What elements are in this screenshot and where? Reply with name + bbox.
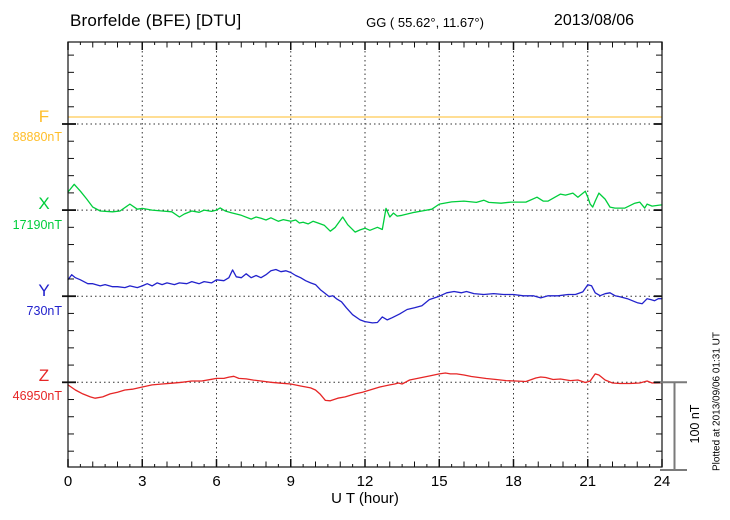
trace-x [67, 183, 663, 233]
trace-y [67, 268, 663, 324]
trace-z [67, 372, 663, 402]
channel-baseline-z: 46950nT [12, 389, 62, 403]
x-axis-title: U T (hour) [331, 490, 399, 507]
channel-letter-z: Z [38, 366, 50, 385]
geographic-coordinates: GG ( 55.62°, 11.67°) [366, 15, 484, 30]
x-tick-label-24: 24 [653, 473, 671, 490]
x-tick-label-0: 0 [63, 473, 73, 490]
channel-baseline-y: 730nT [26, 304, 62, 318]
x-tick-label-6: 6 [212, 473, 221, 490]
x-tick-label-12: 12 [356, 473, 374, 490]
channel-baseline-f: 88880nT [12, 130, 62, 144]
channel-letter-y: Y [38, 281, 50, 300]
plotted-at-timestamp: Plotted at 2013/09/06 01:31 UT [711, 332, 723, 471]
x-tick-label-15: 15 [430, 473, 448, 490]
x-tick-label-18: 18 [505, 473, 522, 490]
station-title: Brorfelde (BFE) [DTU] [70, 11, 242, 30]
observation-date: 2013/08/06 [553, 12, 634, 29]
channel-letter-f: F [38, 107, 50, 126]
channel-letter-x: X [38, 194, 50, 213]
channel-baseline-x: 17190nT [12, 218, 62, 232]
x-tick-label-21: 21 [579, 473, 597, 490]
scale-bar-label: 100 nT [688, 404, 702, 444]
x-tick-label-3: 3 [138, 473, 147, 490]
x-tick-label-9: 9 [286, 473, 295, 490]
